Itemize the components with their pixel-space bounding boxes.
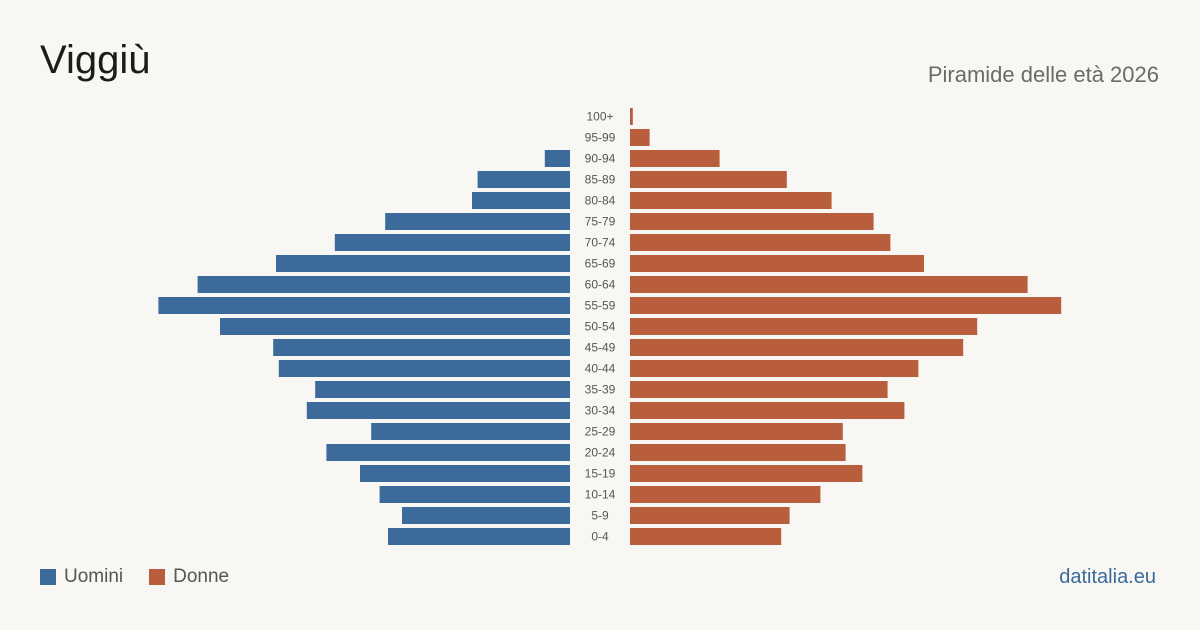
- chart-title: Viggiù: [40, 38, 151, 82]
- bar-women-30-34: [630, 402, 905, 419]
- bar-women-70-74: [630, 234, 891, 251]
- legend-swatch-men: [40, 569, 56, 585]
- bar-women-90-94: [630, 150, 720, 167]
- bar-men-65-69: [276, 255, 570, 272]
- bar-women-25-29: [630, 423, 843, 440]
- age-label-10-14: 10-14: [585, 488, 616, 502]
- bar-women-0-4: [630, 528, 782, 545]
- age-label-85-89: 85-89: [585, 173, 616, 187]
- bar-men-20-24: [326, 444, 570, 461]
- bar-women-15-19: [630, 465, 863, 482]
- bar-women-75-79: [630, 213, 874, 230]
- age-label-50-54: 50-54: [585, 320, 616, 334]
- age-label-70-74: 70-74: [585, 236, 616, 250]
- bar-women-50-54: [630, 318, 978, 335]
- bar-women-100plus: [630, 108, 633, 125]
- bar-men-60-64: [197, 276, 570, 293]
- age-label-60-64: 60-64: [585, 278, 616, 292]
- legend: Uomini Donne: [40, 566, 255, 588]
- age-label-65-69: 65-69: [585, 257, 616, 271]
- bar-men-90-94: [544, 150, 570, 167]
- bar-men-85-89: [477, 171, 570, 188]
- age-label-100plus: 100+: [586, 110, 613, 124]
- age-label-20-24: 20-24: [585, 446, 616, 460]
- age-label-25-29: 25-29: [585, 425, 616, 439]
- bar-men-70-74: [334, 234, 570, 251]
- bar-men-80-84: [472, 192, 570, 209]
- chart-subtitle: Piramide delle età 2026: [927, 62, 1159, 87]
- age-label-90-94: 90-94: [585, 152, 616, 166]
- legend-item-men: Uomini: [40, 566, 123, 588]
- bar-women-40-44: [630, 360, 919, 377]
- age-label-55-59: 55-59: [585, 299, 616, 313]
- legend-label-men: Uomini: [64, 566, 124, 587]
- bar-men-5-9: [402, 507, 570, 524]
- bar-men-40-44: [278, 360, 570, 377]
- bar-women-55-59: [630, 297, 1062, 314]
- bar-women-45-49: [630, 339, 964, 356]
- bar-women-85-89: [630, 171, 787, 188]
- age-label-45-49: 45-49: [585, 341, 616, 355]
- age-label-15-19: 15-19: [585, 467, 616, 481]
- bar-women-20-24: [630, 444, 846, 461]
- bar-women-35-39: [630, 381, 888, 398]
- age-label-40-44: 40-44: [585, 362, 616, 376]
- bar-men-0-4: [388, 528, 570, 545]
- bar-women-65-69: [630, 255, 924, 272]
- bar-men-15-19: [360, 465, 570, 482]
- bar-men-45-49: [273, 339, 570, 356]
- bar-women-5-9: [630, 507, 790, 524]
- legend-swatch-women: [149, 569, 166, 585]
- bar-men-30-34: [306, 402, 570, 419]
- age-label-95-99: 95-99: [585, 131, 616, 145]
- bar-men-10-14: [379, 486, 570, 503]
- age-label-35-39: 35-39: [585, 383, 616, 397]
- legend-label-women: Donne: [173, 566, 230, 587]
- age-label-30-34: 30-34: [585, 404, 616, 418]
- age-label-0-4: 0-4: [591, 530, 609, 544]
- age-label-5-9: 5-9: [591, 509, 609, 523]
- bar-men-55-59: [158, 297, 570, 314]
- age-label-75-79: 75-79: [585, 215, 616, 229]
- bar-women-95-99: [630, 129, 650, 146]
- bar-women-10-14: [630, 486, 821, 503]
- bar-men-35-39: [315, 381, 570, 398]
- bar-men-50-54: [220, 318, 570, 335]
- legend-item-women: Donne: [149, 566, 229, 588]
- bar-women-60-64: [630, 276, 1028, 293]
- bar-women-80-84: [630, 192, 832, 209]
- bar-men-75-79: [385, 213, 570, 230]
- bar-men-25-29: [371, 423, 570, 440]
- age-label-80-84: 80-84: [585, 194, 616, 208]
- source-link[interactable]: datitalia.eu: [1059, 566, 1156, 588]
